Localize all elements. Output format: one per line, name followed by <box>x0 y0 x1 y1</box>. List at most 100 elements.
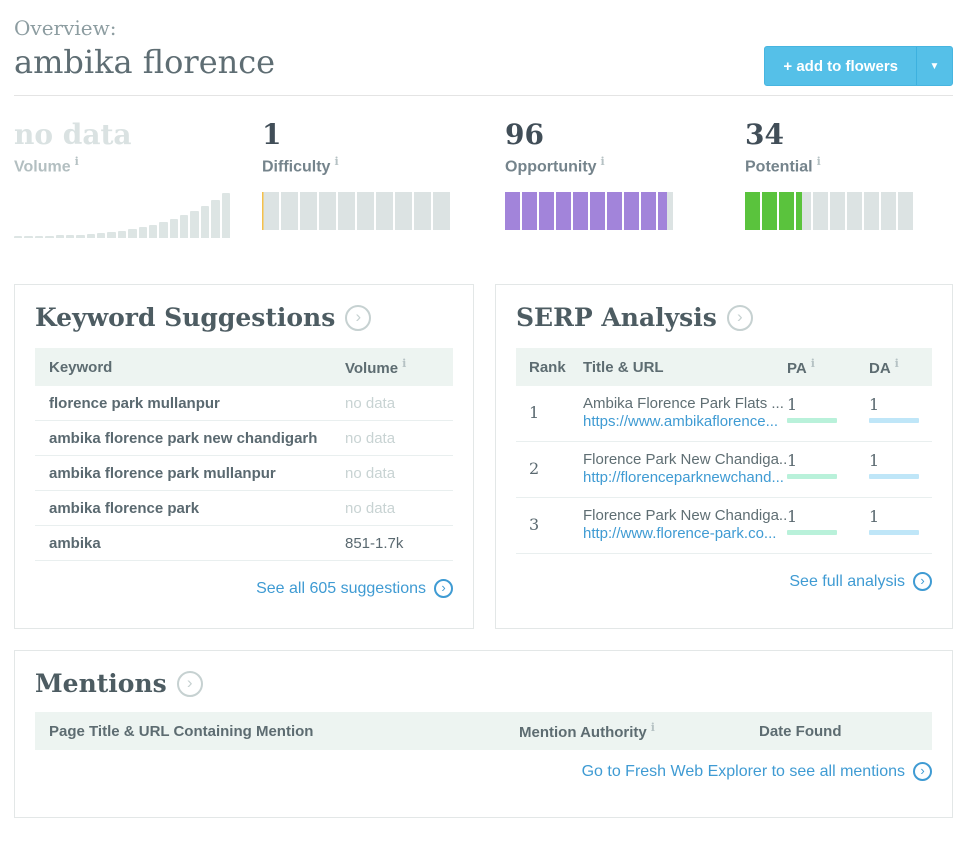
gauge-segment <box>376 192 393 231</box>
table-row[interactable]: ambika florence park no data <box>35 491 453 527</box>
histogram-bar <box>14 236 23 239</box>
chevron-down-icon[interactable]: ▼ <box>916 47 952 85</box>
gauge-segment <box>796 192 811 231</box>
histogram-bar <box>169 219 178 239</box>
gauge-segment <box>556 192 571 231</box>
info-icon[interactable]: i <box>810 357 815 371</box>
date-found-column-header: Date Found <box>759 722 842 740</box>
keyword-cell: ambika florence park <box>49 500 200 518</box>
serp-table-header: Rank Title & URL PA i DA i <box>516 348 932 387</box>
histogram-bar <box>117 231 127 239</box>
result-url-link[interactable]: http://www.florence-park.co... <box>583 525 777 543</box>
title-url-column-header: Title & URL <box>583 358 664 376</box>
gauge-segment <box>319 192 336 231</box>
fresh-web-explorer-link[interactable]: Go to Fresh Web Explorer to see all ment… <box>582 762 932 782</box>
info-icon[interactable]: i <box>402 357 407 371</box>
table-row[interactable]: florence park mullanpur no data <box>35 386 453 422</box>
histogram-bar <box>148 225 158 239</box>
title-url-cell: Florence Park New Chandiga... http://flor… <box>583 451 787 487</box>
add-to-list-button[interactable]: + add to flowers ▼ <box>764 46 953 86</box>
rank-column-header: Rank <box>529 358 566 376</box>
circle-arrow-icon[interactable]: › <box>176 670 203 697</box>
keyword-suggestions-table-header: Keyword Volume i <box>35 348 453 387</box>
potential-value: 34 <box>745 118 784 151</box>
keyword-column-header: Keyword <box>49 358 113 376</box>
volume-cell: no data <box>345 465 396 483</box>
info-icon[interactable]: i <box>650 721 655 735</box>
pa-cell: 1 <box>787 451 869 480</box>
circle-arrow-icon[interactable]: › <box>434 579 453 599</box>
table-row[interactable]: ambika florence park new chandigarh no da… <box>35 421 453 457</box>
gauge-segment <box>539 192 554 231</box>
histogram-bar <box>190 211 199 239</box>
gauge-segment <box>433 192 450 231</box>
info-icon[interactable]: i <box>894 357 899 371</box>
potential-label: Potential i <box>745 154 821 176</box>
volume-cell: no data <box>345 395 396 413</box>
gauge-segment <box>762 192 777 231</box>
histogram-bar <box>128 229 137 239</box>
histogram-bar <box>24 236 33 239</box>
table-row: 3 Florence Park New Chandiga... http://www… <box>516 498 932 555</box>
serp-analysis-footer: See full analysis › <box>516 572 932 592</box>
overview-kicker: Overview: <box>14 16 117 40</box>
keyword-suggestions-panel: Keyword Suggestions › Keyword Volume i fl… <box>14 284 474 630</box>
rank-cell: 3 <box>529 515 540 535</box>
info-icon[interactable]: i <box>74 154 79 168</box>
info-icon[interactable]: i <box>816 154 821 168</box>
difficulty-value: 1 <box>262 118 282 151</box>
info-icon[interactable]: i <box>600 154 605 168</box>
result-title: Florence Park New Chandiga... <box>583 507 787 525</box>
info-icon[interactable]: i <box>334 154 339 168</box>
da-value: 1 <box>869 451 880 471</box>
gauge-segment <box>658 192 673 231</box>
gauge-segment <box>624 192 639 231</box>
gauge-segment <box>847 192 862 231</box>
gauge-segment <box>338 192 355 231</box>
keyword-explorer-overview-page: Overview: ambika florence + add to flowe… <box>14 16 953 819</box>
potential-gauge <box>745 192 913 231</box>
serp-analysis-heading: SERP Analysis › <box>516 303 932 332</box>
see-full-analysis-link[interactable]: See full analysis › <box>789 572 932 592</box>
volume-histogram-chart <box>14 190 230 239</box>
keyword-cell: ambika florence park mullanpur <box>49 465 276 483</box>
circle-arrow-icon[interactable]: › <box>345 304 372 331</box>
histogram-bar <box>211 200 220 239</box>
add-to-list-label[interactable]: + add to flowers <box>783 57 898 75</box>
histogram-bar <box>34 236 44 239</box>
volume-cell: no data <box>345 500 396 518</box>
pa-value: 1 <box>787 507 798 527</box>
serp-analysis-body: 1 Ambika Florence Park Flats ... https://w… <box>516 386 932 555</box>
result-title: Ambika Florence Park Flats ... <box>583 395 784 413</box>
mentions-footer: Go to Fresh Web Explorer to see all ment… <box>35 762 932 782</box>
difficulty-gauge <box>262 192 450 231</box>
mentions-table-header: Page Title & URL Containing Mention Ment… <box>35 712 932 751</box>
histogram-bar <box>76 235 85 239</box>
keyword-cell: ambika <box>49 535 101 553</box>
gauge-segment <box>300 192 317 231</box>
histogram-bar <box>138 227 147 239</box>
table-row: 2 Florence Park New Chandiga... http://flo… <box>516 442 932 499</box>
gauge-segment <box>813 192 828 231</box>
table-row[interactable]: ambika florence park mullanpur no data <box>35 456 453 492</box>
volume-cell: no data <box>345 430 396 448</box>
page-title-url-column-header: Page Title & URL Containing Mention <box>49 722 314 740</box>
see-all-suggestions-link[interactable]: See all 605 suggestions › <box>256 579 453 599</box>
gauge-segment <box>357 192 374 231</box>
da-bar <box>869 474 919 480</box>
mention-authority-column-header: Mention Authority i <box>519 721 655 742</box>
gauge-segment <box>607 192 622 231</box>
da-value: 1 <box>869 395 880 415</box>
table-row[interactable]: ambika 851-1.7k <box>35 526 453 562</box>
circle-arrow-icon[interactable]: › <box>726 304 753 331</box>
circle-arrow-icon[interactable]: › <box>913 572 932 592</box>
da-value: 1 <box>869 507 880 527</box>
histogram-bar <box>55 235 64 239</box>
result-url-link[interactable]: https://www.ambikaflorence... <box>583 413 779 431</box>
histogram-bar <box>97 233 106 239</box>
gauge-segment <box>505 192 520 231</box>
da-cell: 1 <box>869 395 932 424</box>
pa-column-header: PA i <box>787 357 815 378</box>
circle-arrow-icon[interactable]: › <box>913 762 932 782</box>
result-url-link[interactable]: http://florenceparknewchand... <box>583 469 784 487</box>
